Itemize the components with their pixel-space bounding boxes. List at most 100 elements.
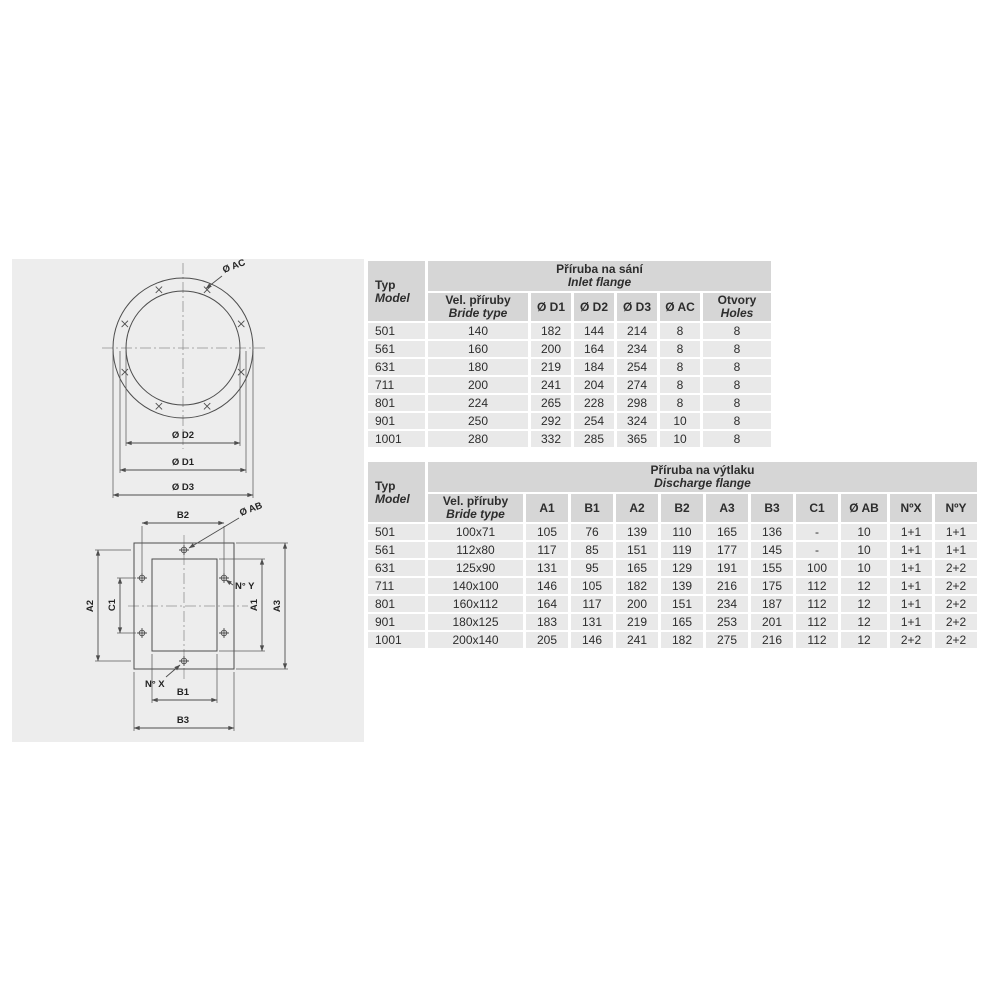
table-cell: 234	[617, 341, 657, 357]
table-cell: 254	[617, 359, 657, 375]
typ-label: Typ	[375, 479, 396, 493]
table-cell: 324	[617, 413, 657, 429]
table-cell: 139	[616, 524, 658, 540]
table-cell: 631	[368, 560, 425, 576]
bolt-hole-icon	[155, 402, 163, 410]
table-cell: 12	[841, 632, 887, 648]
hole-diameter-label-ab: Ø AB	[238, 500, 264, 519]
table-cell: 112x80	[428, 542, 523, 558]
column-header-b3: B3	[751, 494, 793, 522]
table-cell: 224	[428, 395, 528, 411]
table-cell: 275	[706, 632, 748, 648]
table-cell: 501	[368, 524, 425, 540]
table-cell: 112	[796, 614, 838, 630]
table-cell: 285	[574, 431, 614, 447]
table-cell: 8	[703, 431, 771, 447]
table-cell: 292	[531, 413, 571, 429]
inlet-flange-table: Typ Model Příruba na sání Inlet flange V…	[365, 259, 774, 449]
dim-label-b3: B3	[177, 715, 189, 726]
column-header-nx: NºX	[890, 494, 932, 522]
table-cell: 501	[368, 323, 425, 339]
table-cell: 228	[574, 395, 614, 411]
table-cell: 119	[661, 542, 703, 558]
column-header-typ-model: Typ Model	[368, 261, 425, 321]
table-row: 801 160x112 164 117 200 151 234 187 112 12 1+1 2+2	[368, 596, 977, 612]
table-cell: 8	[703, 323, 771, 339]
table-cell: 191	[706, 560, 748, 576]
table-cell: 298	[617, 395, 657, 411]
table-cell: 175	[751, 578, 793, 594]
table-cell: 125x90	[428, 560, 523, 576]
table-cell: 2+2	[935, 596, 977, 612]
table-cell: 112	[796, 596, 838, 612]
table-cell: 8	[703, 359, 771, 375]
table-row: 1001 200x140 205 146 241 182 275 216 112 12 2+2 2+2	[368, 632, 977, 648]
table-cell: 100	[796, 560, 838, 576]
bolt-hole-icon	[219, 628, 229, 638]
table-cell: 155	[751, 560, 793, 576]
table-cell: 8	[703, 377, 771, 393]
table-cell: 8	[660, 395, 700, 411]
table-cell: 182	[661, 632, 703, 648]
hole-count-label-nx: N° X	[145, 679, 165, 690]
table-cell: 219	[531, 359, 571, 375]
column-header-d3: Ø D3	[617, 293, 657, 321]
table-title-discharge-flange: Příruba na výtlaku Discharge flange	[428, 462, 977, 492]
table-cell: 1001	[368, 632, 425, 648]
table-cell: 1+1	[890, 542, 932, 558]
table-cell: 205	[526, 632, 568, 648]
table-row: 501 100x71 105 76 139 110 165 136-10 1+1 1+1	[368, 524, 977, 540]
column-header-flange-size: Vel. příruby Bride type	[428, 293, 528, 321]
table-cell: 2+2	[890, 632, 932, 648]
table-cell: 216	[706, 578, 748, 594]
table-cell: 901	[368, 413, 425, 429]
table-cell: 204	[574, 377, 614, 393]
table-cell: 10	[660, 431, 700, 447]
table-cell: 117	[526, 542, 568, 558]
bolt-hole-icon	[121, 320, 129, 328]
table-cell: 1+1	[890, 560, 932, 576]
table-row: 501 140 182 144 214 8 8	[368, 323, 771, 339]
table-cell: 711	[368, 377, 425, 393]
table-cell: 1+1	[935, 524, 977, 540]
table-cell: 253	[706, 614, 748, 630]
table-cell: 250	[428, 413, 528, 429]
table-cell: 136	[751, 524, 793, 540]
table-cell: 801	[368, 395, 425, 411]
dim-label-c1: C1	[107, 598, 118, 611]
table-cell: 144	[574, 323, 614, 339]
dim-label-a2: A2	[85, 600, 96, 612]
column-header-b1: B1	[571, 494, 613, 522]
table-cell: -	[796, 542, 838, 558]
table-cell: 214	[617, 323, 657, 339]
table-cell: 110	[661, 524, 703, 540]
bolt-hole-icon	[237, 320, 245, 328]
dim-label-d2: Ø D2	[172, 430, 194, 441]
table-cell: 200x140	[428, 632, 523, 648]
column-header-holes: Otvory Holes	[703, 293, 771, 321]
table-row: 631 180 219 184 254 8 8	[368, 359, 771, 375]
table-row: 631 125x90 131 95 165 129 191 155 100 10 1+1 2+2	[368, 560, 977, 576]
table-cell: 151	[661, 596, 703, 612]
table-cell: 1+1	[890, 596, 932, 612]
table-cell: 561	[368, 341, 425, 357]
table-cell: 145	[751, 542, 793, 558]
bolt-hole-icon	[137, 628, 147, 638]
table-cell: 200	[531, 341, 571, 357]
table-cell: 184	[574, 359, 614, 375]
table-cell: 8	[660, 377, 700, 393]
table-cell: 146	[571, 632, 613, 648]
table-cell: 180	[428, 359, 528, 375]
table-cell: 219	[616, 614, 658, 630]
table-cell: 160	[428, 341, 528, 357]
table-cell: 95	[571, 560, 613, 576]
model-label: Model	[375, 492, 410, 506]
bolt-hole-icon	[203, 402, 211, 410]
table-cell: 332	[531, 431, 571, 447]
table-cell: 164	[574, 341, 614, 357]
table-cell: 901	[368, 614, 425, 630]
column-header-a2: A2	[616, 494, 658, 522]
table-cell: 112	[796, 632, 838, 648]
bolt-hole-icon	[179, 545, 189, 555]
column-header-ny: NºY	[935, 494, 977, 522]
